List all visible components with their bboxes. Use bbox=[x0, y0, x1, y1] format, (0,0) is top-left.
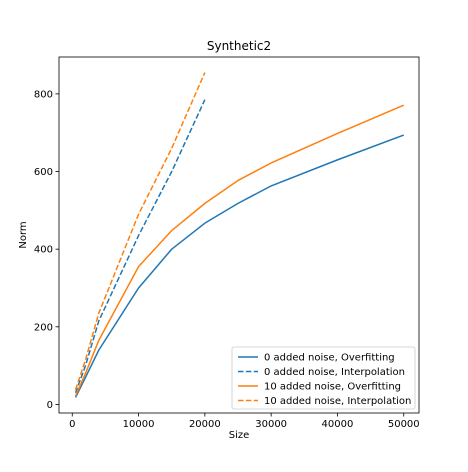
x-tick-label: 20000 bbox=[189, 419, 221, 430]
legend-entry-2: 0 added noise, Interpolation bbox=[264, 367, 405, 378]
legend-entry-3: 10 added noise, Overfitting bbox=[264, 382, 401, 393]
legend-box bbox=[231, 346, 416, 410]
y-tick-label: 200 bbox=[34, 322, 53, 333]
y-tick-label: 600 bbox=[34, 167, 53, 178]
x-axis: 0 10000 20000 30000 40000 50000 bbox=[69, 413, 420, 430]
legend-entry-4: 10 added noise, Interpolation bbox=[264, 396, 411, 407]
legend-entry-1: 0 added noise, Overfitting bbox=[264, 353, 395, 364]
x-tick-label: 0 bbox=[69, 419, 75, 430]
x-tick-label: 30000 bbox=[255, 419, 287, 430]
series-line-3 bbox=[74, 104, 405, 397]
y-axis-label: Norm bbox=[18, 221, 29, 248]
chart-title: Synthetic2 bbox=[207, 39, 271, 53]
x-tick-label: 40000 bbox=[322, 419, 354, 430]
plot-area bbox=[74, 72, 405, 398]
x-axis-label: Size bbox=[229, 430, 250, 441]
y-tick-label: 0 bbox=[47, 400, 53, 411]
chart-legend: 0 added noise, Overfitting 0 added noise,… bbox=[231, 346, 416, 410]
y-axis: 0 200 400 600 800 bbox=[34, 89, 59, 411]
x-tick-label: 10000 bbox=[123, 419, 155, 430]
series-line-4 bbox=[74, 72, 206, 390]
y-tick-label: 400 bbox=[34, 245, 53, 256]
series-line-2 bbox=[74, 99, 206, 394]
x-tick-label: 50000 bbox=[388, 419, 420, 430]
axes-frame bbox=[58, 56, 420, 414]
series-line-1 bbox=[74, 134, 405, 398]
y-tick-label: 800 bbox=[34, 89, 53, 100]
